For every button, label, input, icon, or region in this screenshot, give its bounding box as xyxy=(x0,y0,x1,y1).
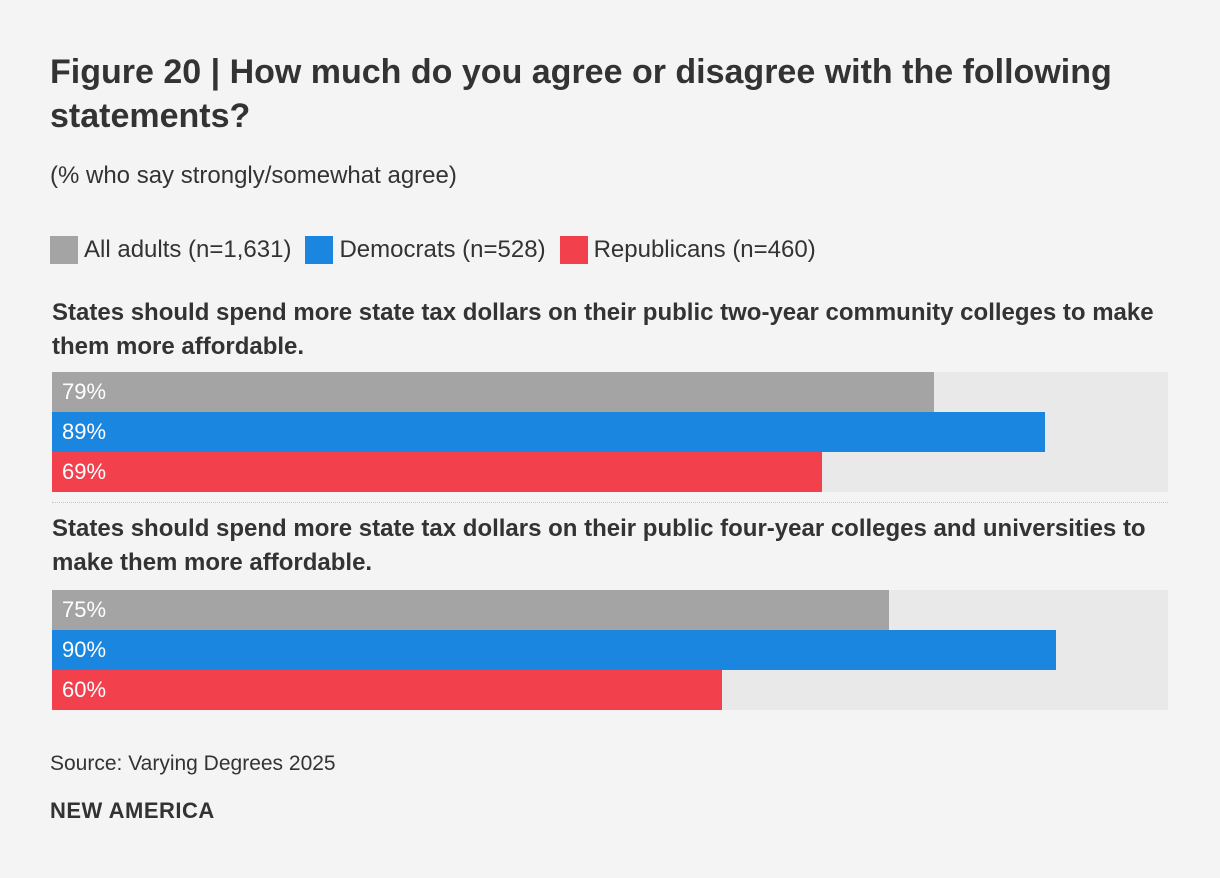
legend-swatch-republicans xyxy=(559,236,588,264)
bar-all-adults-four-year-colleges: 75% xyxy=(52,590,889,630)
legend-item-democrats: Democrats (n=528) xyxy=(305,236,546,264)
question-four-year-colleges: States should spend more state tax dolla… xyxy=(52,515,1146,576)
bar-track-four-year-colleges: 75% 90% 60% xyxy=(52,590,1168,710)
legend: All adults (n=1,631) Democrats (n=528) R… xyxy=(50,236,830,264)
bar-republicans-community-colleges: 69% xyxy=(52,452,823,492)
group-divider xyxy=(52,502,1168,503)
chart-subtitle: (% who say strongly/somewhat agree) xyxy=(50,162,457,189)
bar-democrats-four-year-colleges: 90% xyxy=(52,630,1057,670)
legend-item-republicans: Republicans (n=460) xyxy=(559,236,816,264)
bar-track-community-colleges: 79% 89% 69% xyxy=(52,372,1168,492)
legend-swatch-all-adults xyxy=(50,236,78,264)
chart-title: Figure 20 | How much do you agree or dis… xyxy=(50,53,1112,135)
legend-label-all-adults: All adults (n=1,631) xyxy=(84,236,292,263)
brand-wordmark: NEW AMERICA xyxy=(50,798,215,823)
bar-democrats-community-colleges: 89% xyxy=(52,412,1046,452)
bar-republicans-four-year-colleges: 60% xyxy=(52,670,722,710)
source-note: Source: Varying Degrees 2025 xyxy=(50,752,336,775)
legend-swatch-democrats xyxy=(305,236,334,264)
legend-label-democrats: Democrats (n=528) xyxy=(339,236,546,263)
bar-all-adults-community-colleges: 79% xyxy=(52,372,934,412)
legend-item-all-adults: All adults (n=1,631) xyxy=(50,236,291,264)
legend-label-republicans: Republicans (n=460) xyxy=(593,236,816,263)
question-community-colleges: States should spend more state tax dolla… xyxy=(52,299,1154,360)
